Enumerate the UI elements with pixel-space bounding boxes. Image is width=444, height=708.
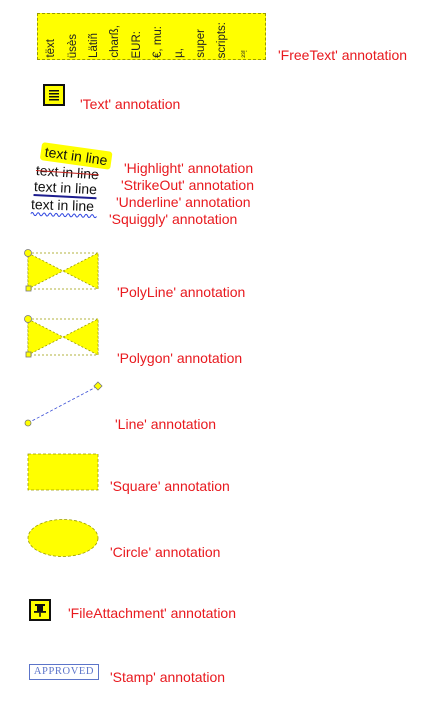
note-icon[interactable] xyxy=(43,84,65,106)
freetext-line-8: super xyxy=(195,29,207,58)
line-annotation[interactable] xyxy=(22,380,104,430)
squiggly-line xyxy=(30,212,97,219)
freetext-line-3: Lätiñ xyxy=(88,33,100,58)
freetext-line-4: charß, xyxy=(109,25,121,58)
square-label: 'Square' annotation xyxy=(110,478,230,494)
freetext-label: 'FreeText' annotation xyxy=(278,47,408,63)
pushpin-icon[interactable] xyxy=(29,599,51,621)
underline-label: 'Underline' annotation xyxy=(116,194,251,210)
polygon-label: 'Polygon' annotation xyxy=(117,350,243,366)
pushpin-glyph-icon xyxy=(34,604,46,617)
freetext-line-7: µ, xyxy=(173,48,185,58)
squiggly-label: 'Squiggly' annotation xyxy=(109,211,238,227)
underline-annotation[interactable]: text in line xyxy=(33,178,97,200)
squiggly-annotation[interactable]: text in line xyxy=(30,196,97,219)
stamp-text: APPROVED xyxy=(33,666,95,677)
fileattachment-label: 'FileAttachment' annotation xyxy=(68,605,236,621)
polyline-annotation[interactable] xyxy=(22,247,104,295)
freetext-line-9: scripts: xyxy=(216,21,228,58)
polygon-annotation[interactable] xyxy=(22,313,104,361)
note-lines-icon xyxy=(49,90,59,101)
freetext-line-2: üsès xyxy=(67,33,79,58)
circle-label: 'Circle' annotation xyxy=(110,544,221,560)
line-label: 'Line' annotation xyxy=(115,416,217,432)
freetext-line-6: €, mu: xyxy=(152,26,164,58)
highlight-label: 'Highlight' annotation xyxy=(124,160,254,176)
circle-annotation[interactable] xyxy=(27,518,99,558)
freetext-line-5: EUR: xyxy=(131,30,143,58)
strikeout-label: 'StrikeOut' annotation xyxy=(121,177,254,193)
square-annotation[interactable] xyxy=(27,453,99,491)
freetext-line-10: ²³! xyxy=(240,50,249,58)
polyline-label: 'PolyLine' annotation xyxy=(117,284,246,300)
freetext-line-1: tëxt xyxy=(45,39,57,58)
stamp-label: 'Stamp' annotation xyxy=(110,669,226,685)
text-label: 'Text' annotation xyxy=(80,96,181,112)
freetext-annotation[interactable]: tëxt üsès Lätiñ charß, EUR: €, mu: µ, su… xyxy=(37,13,266,60)
stamp-annotation[interactable]: APPROVED xyxy=(29,664,99,680)
